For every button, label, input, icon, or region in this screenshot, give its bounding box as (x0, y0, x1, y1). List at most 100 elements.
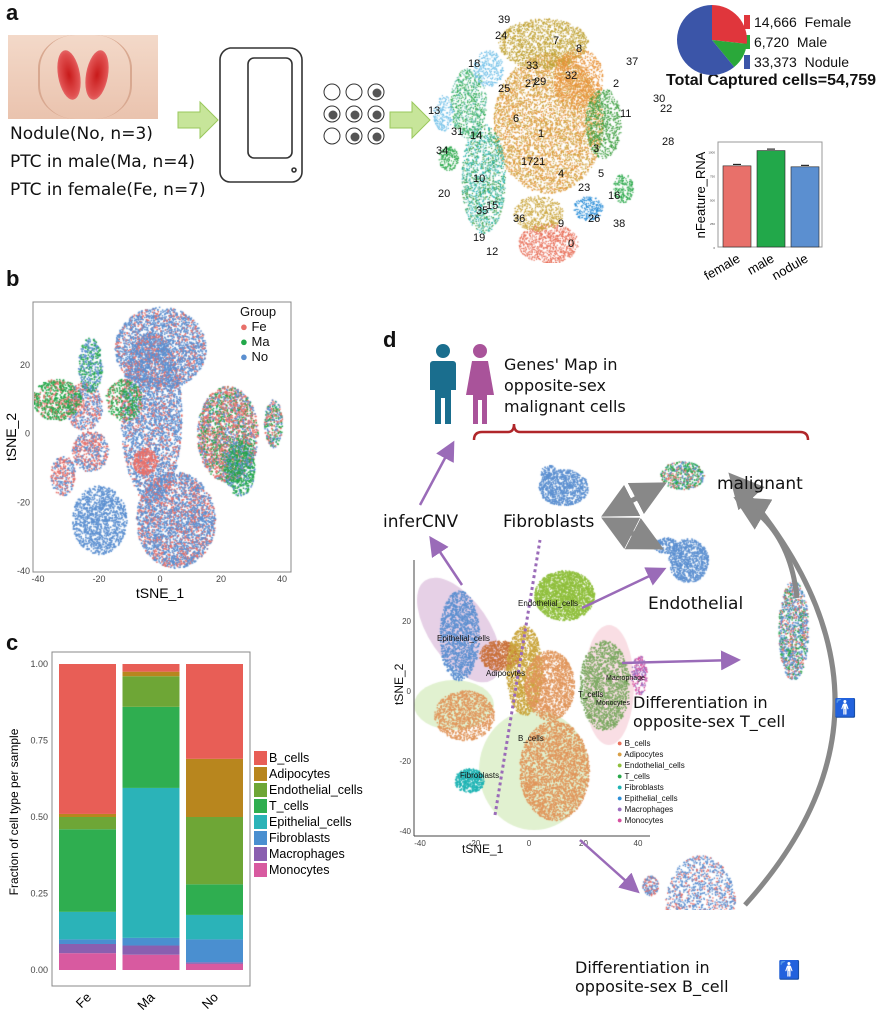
cluster-number-labels: 0 1 2 3 4 5 6 7 8 9 10 11 12 13 14 15 16 17 18 19 20 21 22 23 24… (428, 8, 674, 263)
cluster-label-25: 25 (498, 83, 511, 95)
stack-No-T_cells (186, 884, 243, 915)
ma-dot: ● (240, 334, 248, 349)
legend-fe: ● Fe (240, 319, 276, 334)
cluster-label-17: 17 (521, 156, 534, 168)
d-legend-Epithelial_cells: ● Epithelial_cells (617, 793, 685, 804)
d-legend-dot: ● (617, 782, 623, 792)
thyroid-illustration (8, 35, 158, 119)
b-xtick: 0 (157, 574, 162, 584)
pie-legend: 14,666 Female 6,720 Male 33,373 Nodule (744, 12, 851, 72)
cluster-label-28: 28 (662, 136, 675, 148)
d-legend-label: Fibroblasts (624, 783, 664, 792)
legend-swatch-Fibroblasts (254, 831, 267, 845)
stack-No-Fibroblasts (186, 939, 243, 963)
cluster-label-24: 24 (495, 30, 508, 42)
cluster-label-35: 35 (476, 205, 489, 217)
male-swatch (744, 35, 750, 49)
arrow-fibro-endothelial (601, 517, 664, 550)
cluster-label-1: 1 (538, 128, 545, 140)
cell-in-well (372, 110, 382, 120)
fibroblasts-label: Fibroblasts (503, 512, 595, 532)
stack-Ma-T_cells (122, 706, 180, 788)
panel-b-axes: -40 -20 0 20 40 -40 -20 0 20 tSNE_1 tSNE_2 (3, 301, 292, 601)
nfeature-ylabel: nFeature_RNA (693, 151, 708, 238)
nfeature-xtick: nodule (769, 251, 810, 284)
stack-No-Epithelial_cells (186, 914, 243, 940)
cluster-label-27: 27 (525, 78, 538, 90)
cluster-label-6: 6 (513, 113, 520, 125)
malignant-label: malignant (717, 474, 803, 494)
group-tsne-scatter (34, 303, 290, 571)
c-xtick: No (199, 990, 221, 1012)
group-legend: Group ● Fe ● Ma ● No (240, 304, 276, 364)
female-name: Female (804, 14, 852, 30)
stack-Ma-B_cells (122, 664, 180, 672)
workflow-arrow-2 (389, 100, 431, 140)
cl-macrophage: Macrophage (606, 675, 645, 682)
legend-swatch-Epithelial_cells (254, 815, 267, 829)
d-ytick: -20 (399, 757, 411, 766)
cluster-label-13: 13 (428, 105, 441, 117)
b-ytick: -20 (17, 497, 30, 507)
b-xtick: 40 (277, 574, 287, 584)
stack-Ma-Macrophages (122, 945, 180, 955)
cluster-label-34: 34 (436, 145, 449, 157)
cluster-label-5: 5 (598, 168, 605, 180)
legend-no-label: No (251, 349, 269, 364)
d-legend-label: Macrophages (624, 805, 674, 814)
d-xtick: 40 (634, 839, 643, 848)
b-ytick: -40 (17, 566, 30, 576)
stack-Fe-Adipocytes (59, 813, 116, 817)
d-ytick: 0 (407, 687, 412, 696)
nfeature-bar-male (756, 150, 786, 248)
d-legend-T_cells: ● T_cells (617, 771, 685, 782)
cell-in-well (328, 110, 338, 120)
cluster-label-0: 0 (568, 238, 575, 250)
well (345, 83, 363, 101)
cell-in-well (372, 132, 382, 142)
cl-endothelial: Endothelial_cells (518, 599, 579, 608)
pie-legend-male: 6,720 Male (744, 32, 851, 52)
cluster-label-20: 20 (438, 188, 451, 200)
c-ytick: 0.25 (30, 889, 48, 899)
sequencer-device-icon (219, 47, 303, 183)
endothelial-label: Endothelial (648, 594, 744, 614)
legend-label-Epithelial_cells: Epithelial_cells (269, 815, 352, 829)
b-xtick: 20 (216, 574, 226, 584)
d-legend-Endothelial_cells: ● Endothelial_cells (617, 760, 685, 771)
stack-Ma-Epithelial_cells (122, 787, 180, 938)
legend-label-Macrophages: Macrophages (269, 847, 345, 861)
panel-c-stacked-bar: 0.00 0.25 0.50 0.75 1.00 Fe Ma No Fraction of ce… (7, 651, 363, 1012)
cluster-label-39: 39 (498, 14, 511, 26)
cluster-label-3: 3 (593, 143, 600, 155)
male-figure-icon (428, 343, 458, 425)
d-xtick: -40 (414, 839, 426, 848)
nodule-swatch (744, 55, 750, 69)
legend-swatch-Macrophages (254, 847, 267, 861)
d-legend-dot: ● (617, 804, 623, 814)
legend-swatch-Monocytes (254, 863, 267, 877)
d-legend-label: Monocytes (624, 816, 664, 825)
pie-chart (677, 5, 747, 75)
female-swatch (744, 15, 750, 29)
cluster-label-37: 37 (626, 56, 639, 68)
cl-fibroblasts: Fibroblasts (460, 771, 500, 780)
stack-No-Macrophages (186, 962, 243, 964)
legend-fe-label: Fe (251, 319, 267, 334)
pie-legend-nodule: 33,373 Nodule (744, 52, 851, 72)
d-legend-label: Epithelial_cells (624, 794, 678, 803)
dotted-trajectory (493, 539, 542, 816)
d-legend-Fibroblasts: ● Fibroblasts (617, 782, 685, 793)
cell-in-well (350, 132, 360, 142)
cluster-label-38: 38 (613, 218, 626, 230)
stack-Fe-T_cells (59, 829, 116, 912)
legend-label-Monocytes: Monocytes (269, 863, 329, 877)
panel-d-arrows (418, 423, 838, 907)
cluster-label-7: 7 (553, 35, 560, 47)
panel-b-frame (32, 301, 292, 573)
nfeature-ytick: 1000 (708, 151, 715, 155)
cluster-label-21: 21 (533, 156, 546, 168)
b-xtick: -40 (31, 574, 44, 584)
cluster-tsne-plot (428, 8, 643, 263)
